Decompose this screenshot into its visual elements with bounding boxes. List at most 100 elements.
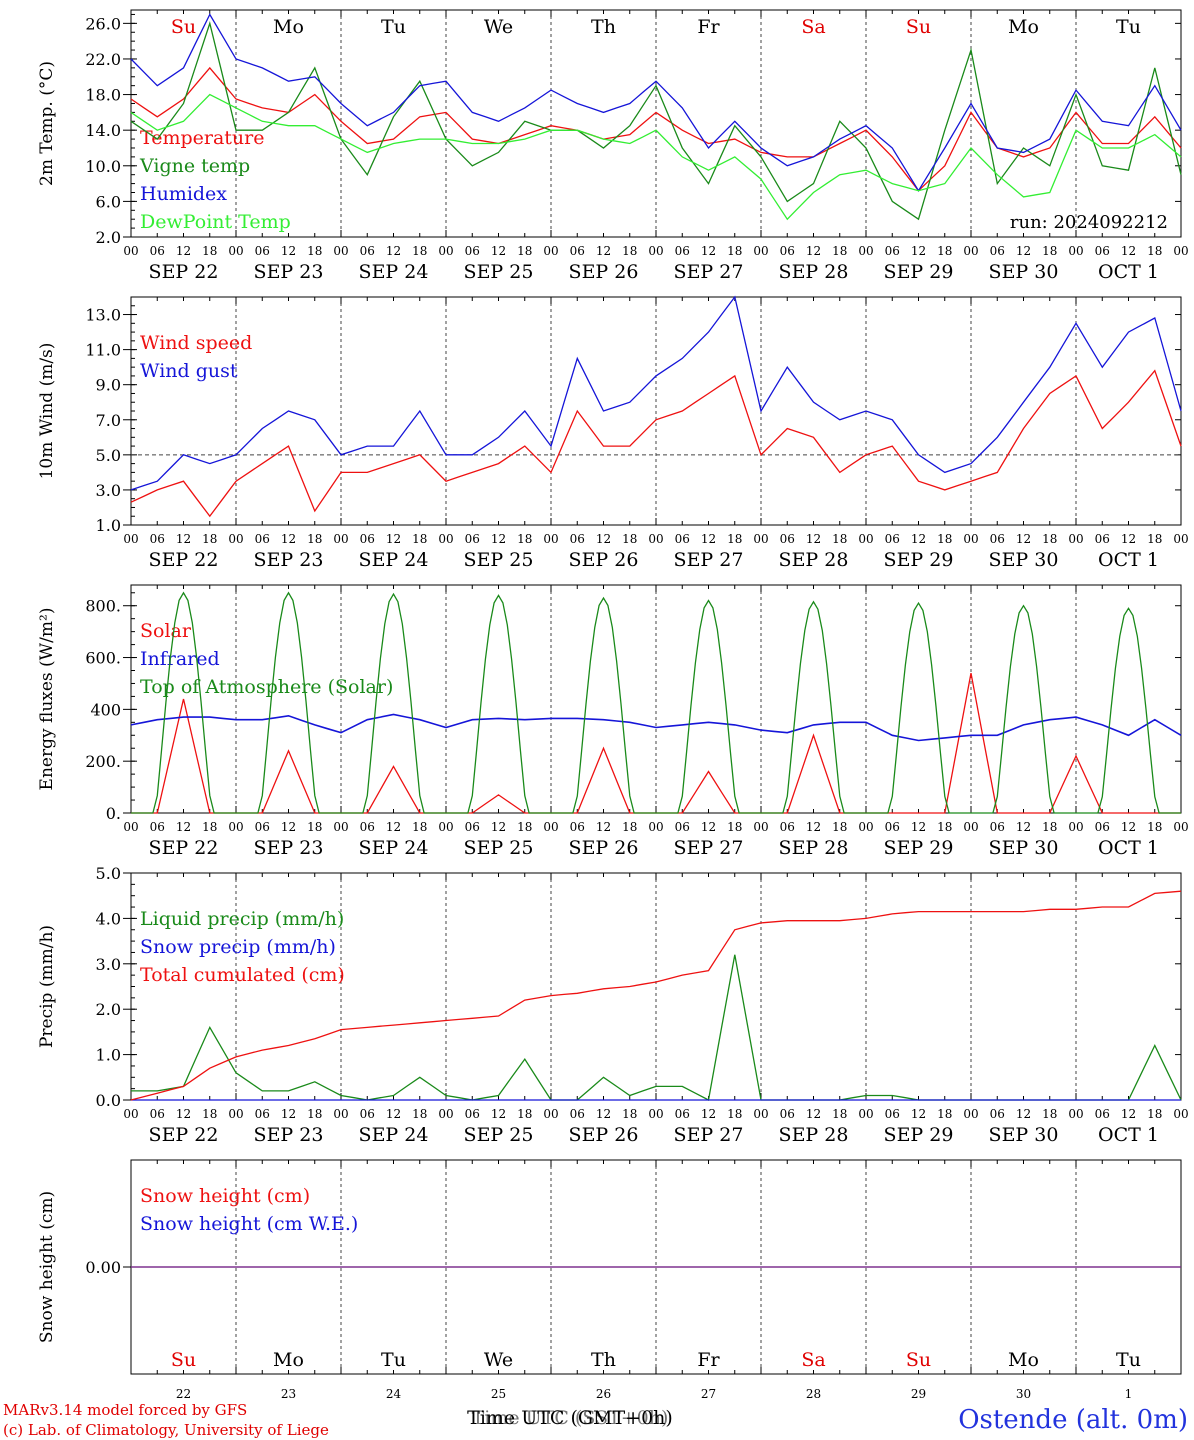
weekday-label-bottom: Sa (801, 1349, 825, 1371)
hour-tick-label: 06 (255, 532, 270, 546)
y-tick-label: 0. (106, 804, 121, 823)
legend-entry: Humidex (140, 183, 227, 205)
hour-tick-label: 18 (937, 244, 952, 258)
hour-tick-label: 00 (438, 532, 453, 546)
hour-tick-label: 00 (123, 1107, 138, 1121)
hour-tick-label: 00 (543, 820, 558, 834)
hour-tick-label: 00 (753, 1107, 768, 1121)
y-tick-label: 22.0 (85, 50, 121, 69)
day-label: SEP 28 (779, 549, 849, 571)
hour-tick-label: 06 (990, 244, 1005, 258)
day-label: SEP 25 (464, 549, 534, 571)
hour-tick-label: 12 (701, 244, 716, 258)
hour-tick-label: 00 (963, 1107, 978, 1121)
hour-tick-label: 12 (386, 532, 401, 546)
day-label: SEP 30 (989, 549, 1059, 571)
hour-tick-label: 06 (675, 1107, 690, 1121)
series-line-total-cumulated-cm- (130, 890, 1182, 1101)
hour-tick-label: 12 (491, 820, 506, 834)
day-number: 1 (1125, 1387, 1133, 1401)
hour-tick-label: 00 (228, 532, 243, 546)
hour-tick-label: 00 (333, 244, 348, 258)
y-tick-label: 200. (85, 752, 121, 771)
y-tick-label: 600. (85, 649, 121, 668)
hour-tick-label: 00 (438, 820, 453, 834)
hour-tick-label: 06 (255, 820, 270, 834)
day-label: SEP 23 (254, 549, 324, 571)
panel-temp: 00 06 12 18 00 06 12 18 00 06 12 18 00 06 12 18 00 06 12 18… (37, 9, 1189, 283)
hour-tick-label: 18 (727, 244, 742, 258)
hour-tick-label: 00 (543, 1107, 558, 1121)
hour-tick-label: 18 (202, 1107, 217, 1121)
hour-tick-label: 18 (832, 820, 847, 834)
day-number: 30 (1016, 1387, 1031, 1401)
hour-tick-label: 12 (596, 244, 611, 258)
y-tick-label: 3.0 (96, 481, 121, 500)
hour-tick-label: 00 (753, 244, 768, 258)
day-label: SEP 26 (569, 1124, 639, 1146)
hour-tick-label: 00 (1173, 244, 1188, 258)
hour-tick-label: 06 (570, 820, 585, 834)
hour-tick-label: 06 (465, 532, 480, 546)
day-label: SEP 24 (359, 549, 429, 571)
day-number: 27 (701, 1387, 716, 1401)
day-label: SEP 23 (254, 261, 324, 283)
hour-tick-label: 12 (911, 244, 926, 258)
legend-entry: Liquid precip (mm/h) (140, 908, 344, 930)
hour-tick-label: 00 (1068, 820, 1083, 834)
day-label: SEP 25 (464, 1124, 534, 1146)
weekday-label: Fr (697, 16, 720, 38)
hour-tick-label: 00 (648, 1107, 663, 1121)
hour-tick-label: 06 (1095, 532, 1110, 546)
hour-tick-label: 06 (885, 532, 900, 546)
hour-tick-label: 06 (990, 820, 1005, 834)
hour-tick-label: 00 (963, 820, 978, 834)
hour-tick-label: 00 (228, 820, 243, 834)
hour-tick-label: 18 (832, 244, 847, 258)
credit-line-2: (c) Lab. of Climatology, University of L… (3, 1421, 329, 1439)
hour-tick-label: 00 (1068, 532, 1083, 546)
weekday-label: Sa (801, 16, 825, 38)
day-number: 23 (281, 1387, 296, 1401)
day-label: SEP 26 (569, 549, 639, 571)
hour-tick-label: 12 (1016, 1107, 1031, 1121)
hour-tick-label: 18 (202, 532, 217, 546)
hour-tick-label: 06 (990, 532, 1005, 546)
credit-line-1: MARv3.14 model forced by GFS (3, 1401, 247, 1419)
hour-tick-label: 12 (806, 244, 821, 258)
legend-entry: Total cumulated (cm) (140, 964, 345, 986)
hour-tick-label: 06 (150, 1107, 165, 1121)
hour-tick-label: 12 (806, 532, 821, 546)
legend-entry: Top of Atmosphere (Solar) (140, 676, 393, 698)
y-tick-label: 4.0 (96, 909, 121, 928)
y-axis-label: 10m Wind (m/s) (37, 343, 57, 480)
hour-tick-label: 18 (937, 820, 952, 834)
weekday-label-bottom: Su (171, 1349, 196, 1371)
day-label: OCT 1 (1098, 837, 1159, 859)
hour-tick-label: 12 (491, 1107, 506, 1121)
day-label: SEP 22 (149, 261, 219, 283)
panel-snow: 0.00 Snow height (cm) Snow height (cm) Snow… (37, 1159, 1182, 1375)
hour-tick-label: 18 (727, 532, 742, 546)
legend-entry: Snow precip (mm/h) (140, 936, 336, 958)
hour-tick-label: 18 (517, 820, 532, 834)
hour-tick-label: 12 (176, 244, 191, 258)
hour-tick-label: 12 (386, 1107, 401, 1121)
hour-tick-label: 06 (570, 244, 585, 258)
y-axis-label: 2m Temp. (°C) (37, 61, 57, 186)
hour-tick-label: 06 (570, 1107, 585, 1121)
hour-tick-label: 06 (675, 532, 690, 546)
hour-tick-label: 00 (123, 532, 138, 546)
legend-entry: Snow height (cm) (140, 1185, 310, 1207)
hour-tick-label: 06 (780, 244, 795, 258)
hour-tick-label: 18 (307, 820, 322, 834)
hour-tick-label: 06 (780, 820, 795, 834)
day-label: SEP 29 (884, 837, 954, 859)
weekday-label-bottom: Su (906, 1349, 931, 1371)
hour-tick-label: 18 (622, 1107, 637, 1121)
hour-tick-label: 12 (386, 244, 401, 258)
hour-tick-label: 18 (307, 244, 322, 258)
day-label: SEP 24 (359, 261, 429, 283)
day-label: SEP 29 (884, 549, 954, 571)
hour-tick-label: 00 (543, 244, 558, 258)
